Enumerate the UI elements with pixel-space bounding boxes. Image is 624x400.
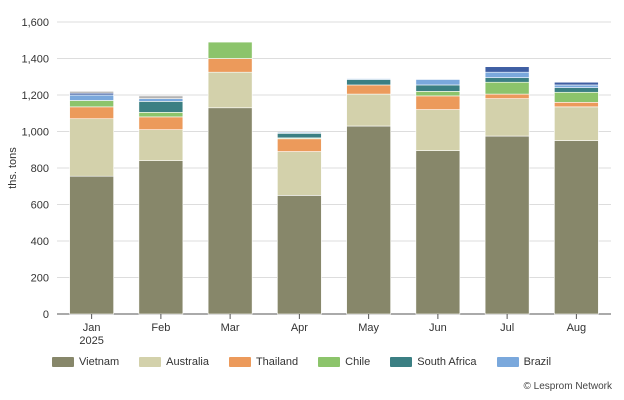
x-tick-label: Apr bbox=[291, 322, 308, 334]
bar-segment bbox=[277, 151, 322, 196]
bar-segment bbox=[69, 91, 114, 94]
bar-segment bbox=[69, 94, 114, 101]
bar-segment bbox=[138, 129, 184, 162]
bar-segment bbox=[415, 79, 461, 86]
bar-segment bbox=[484, 93, 530, 99]
bar-segment bbox=[415, 150, 461, 315]
bar-segment bbox=[207, 71, 253, 109]
bar-segment bbox=[554, 91, 599, 103]
legend-swatch bbox=[52, 357, 74, 367]
legend-item-vietnam: Vietnam bbox=[52, 356, 119, 368]
stacked-bar-chart: 0 200 400 600 800 1,000 1,200 1,400 1,600 Jan202… bbox=[7, 17, 611, 345]
bar-segment bbox=[554, 81, 599, 86]
bar-segment bbox=[484, 135, 530, 315]
bar-segment bbox=[277, 195, 322, 315]
y-tick-label: 600 bbox=[31, 200, 49, 212]
bar-segment bbox=[346, 84, 391, 95]
legend-item-thailand: Thailand bbox=[228, 356, 299, 368]
legend: Vietnam Australia Thailand Chile South A… bbox=[52, 356, 571, 368]
bar-segment bbox=[554, 84, 599, 89]
y-tick-label: 1,600 bbox=[21, 17, 49, 29]
legend-item-chile: Chile bbox=[318, 356, 370, 368]
legend-swatch bbox=[139, 357, 162, 367]
bars bbox=[69, 41, 599, 315]
y-tick-label: 1,200 bbox=[21, 90, 49, 102]
y-tick-label: 1,400 bbox=[21, 54, 49, 66]
bar-segment bbox=[415, 109, 461, 151]
legend-item-south-africa: South Africa bbox=[390, 356, 477, 368]
bar-segment bbox=[207, 107, 253, 315]
x-tick-label: May bbox=[358, 322, 379, 334]
bar-segment bbox=[277, 138, 322, 152]
legend-label: Brazil bbox=[523, 356, 552, 368]
legend-label: Vietnam bbox=[79, 356, 120, 368]
bar-segment bbox=[346, 125, 391, 315]
credit-text: © Lesprom Network bbox=[523, 381, 612, 392]
bar-segment bbox=[484, 98, 530, 137]
legend-label: Chile bbox=[345, 356, 371, 368]
legend-item-australia: Australia bbox=[139, 356, 209, 368]
bar-segment bbox=[554, 102, 599, 108]
bar-segment bbox=[554, 140, 599, 315]
y-tick-label: 400 bbox=[31, 236, 49, 248]
legend-swatch bbox=[390, 357, 413, 367]
legend-swatch bbox=[496, 357, 519, 367]
bar-segment bbox=[484, 66, 530, 73]
x-tick-label: Jul bbox=[500, 322, 514, 334]
bar-segment bbox=[69, 175, 114, 315]
y-axis-ticks: 0 200 400 600 800 1,000 1,200 1,400 1,600 bbox=[21, 17, 49, 321]
bar-segment bbox=[69, 118, 114, 177]
bar-segment bbox=[415, 95, 461, 110]
x-tick-label: Jun bbox=[429, 322, 447, 334]
bar-segment bbox=[346, 79, 391, 86]
x-tick-label: Aug bbox=[567, 322, 587, 334]
bar-segment bbox=[484, 71, 530, 78]
legend-label: Australia bbox=[166, 356, 209, 368]
bar-segment bbox=[138, 160, 184, 315]
bar-segment bbox=[207, 58, 253, 73]
bar-segment bbox=[484, 81, 530, 95]
y-axis-label: ths. tons bbox=[7, 147, 19, 189]
bar-segment bbox=[69, 106, 114, 120]
x-tick-label: Mar bbox=[221, 322, 240, 334]
bar-segment bbox=[484, 77, 530, 83]
y-tick-label: 1,000 bbox=[21, 127, 49, 139]
bar-segment bbox=[554, 87, 599, 93]
bar-segment bbox=[415, 91, 461, 97]
y-tick-label: 800 bbox=[31, 163, 49, 175]
legend-label: South Africa bbox=[417, 356, 477, 368]
y-tick-label: 200 bbox=[31, 273, 49, 285]
bar-segment bbox=[138, 98, 184, 102]
legend-item-brazil: Brazil bbox=[496, 356, 552, 368]
legend-label: Thailand bbox=[255, 356, 299, 368]
bar-segment bbox=[138, 116, 184, 130]
legend-swatch bbox=[318, 357, 341, 367]
bar-segment bbox=[138, 95, 184, 99]
bar-segment bbox=[138, 112, 184, 118]
bar-segment bbox=[69, 100, 114, 108]
bar-segment bbox=[277, 133, 322, 139]
x-tick-label: Feb bbox=[151, 322, 170, 334]
bar-segment bbox=[138, 101, 184, 113]
bar-segment bbox=[207, 41, 253, 59]
y-tick-label: 0 bbox=[43, 309, 49, 321]
bar-segment bbox=[554, 106, 599, 141]
bar-segment bbox=[415, 84, 461, 92]
x-tick-label: 2025 bbox=[79, 335, 103, 345]
bar-segment bbox=[277, 132, 322, 134]
x-tick-label: Jan bbox=[83, 322, 101, 334]
bar-segment bbox=[346, 78, 391, 80]
bar-segment bbox=[346, 93, 391, 127]
legend-swatch bbox=[228, 357, 251, 367]
